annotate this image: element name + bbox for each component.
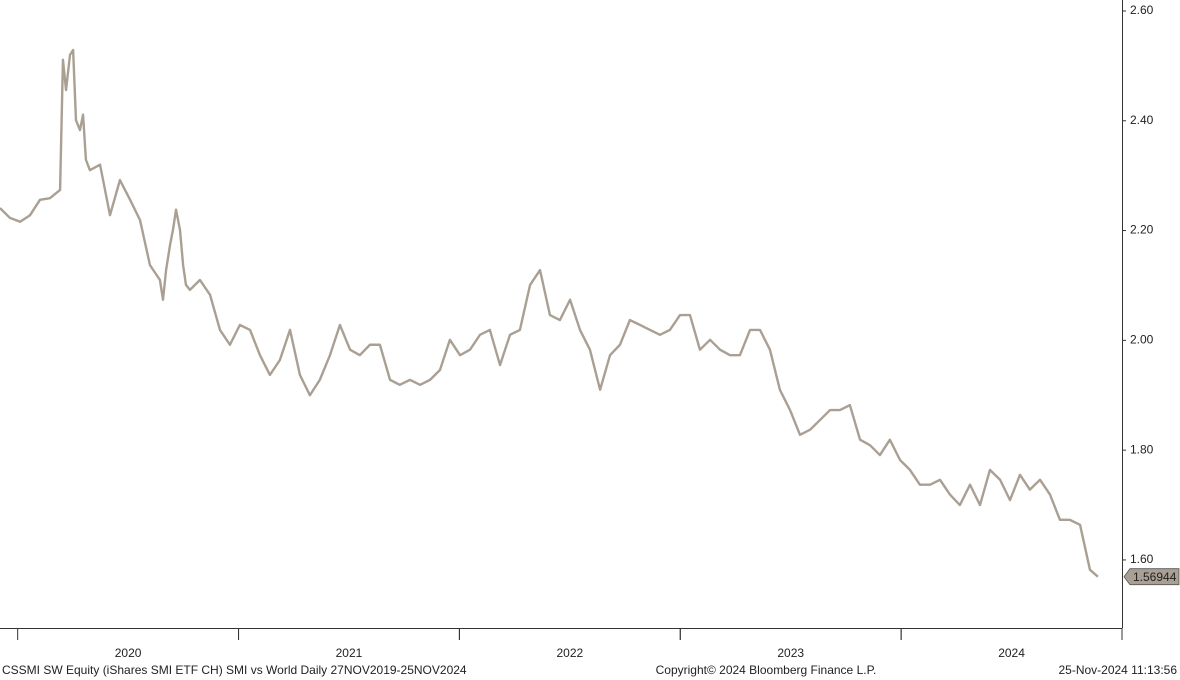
y-tick-label: 2.00 bbox=[1130, 333, 1154, 347]
y-tick-label: 2.40 bbox=[1130, 113, 1154, 127]
x-tick-label: 2020 bbox=[115, 646, 142, 660]
last-value-tag bbox=[1123, 568, 1180, 586]
y-tick-label: 2.20 bbox=[1130, 223, 1154, 237]
x-tick-label: 2022 bbox=[556, 646, 583, 660]
x-tick-label: 2023 bbox=[777, 646, 804, 660]
y-tick-label: 1.80 bbox=[1130, 442, 1154, 456]
x-tick-label: 2021 bbox=[336, 646, 363, 660]
last-value-label: 1.56944 bbox=[1133, 570, 1177, 584]
y-tick-label: 2.60 bbox=[1130, 3, 1154, 17]
x-tick-label: 2024 bbox=[998, 646, 1025, 660]
footer-right: 25-Nov-2024 11:13:56 bbox=[1058, 663, 1177, 677]
price-line bbox=[0, 48, 1099, 578]
footer-left: CSSMI SW Equity (iShares SMI ETF CH) SMI… bbox=[2, 663, 467, 677]
footer-center: Copyright© 2024 Bloomberg Finance L.P. bbox=[656, 663, 877, 677]
y-tick-label: 1.60 bbox=[1130, 552, 1154, 566]
